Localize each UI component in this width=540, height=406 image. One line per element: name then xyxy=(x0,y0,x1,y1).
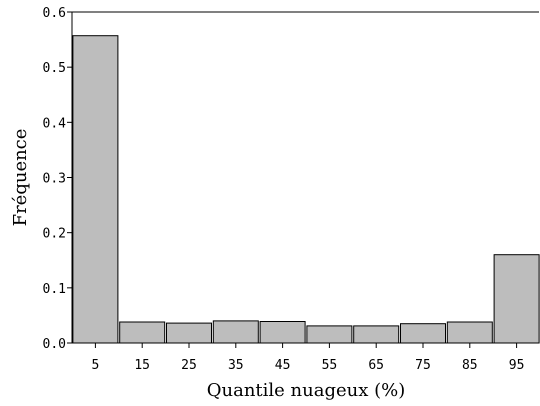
x-tick-label: 65 xyxy=(368,358,384,373)
bar-95 xyxy=(493,254,540,344)
y-tick-label: 0.0 xyxy=(43,337,66,352)
x-axis-label: Quantile nuageux (%) xyxy=(207,380,406,401)
bar-5 xyxy=(72,35,119,344)
x-tick-label: 35 xyxy=(228,358,244,373)
bar-45 xyxy=(259,321,306,344)
bar-25 xyxy=(166,322,212,344)
x-tick-label: 15 xyxy=(134,358,150,373)
y-axis-ticks: 0.0 0.1 0.2 0.3 0.4 0.5 0.6 xyxy=(43,6,72,352)
bars-group xyxy=(72,35,540,344)
x-tick-label: 85 xyxy=(462,358,478,373)
x-tick-label: 55 xyxy=(322,358,338,373)
y-axis-label: Fréquence xyxy=(10,129,31,227)
bar-55 xyxy=(306,325,353,344)
bar-75 xyxy=(400,323,446,344)
bar-15 xyxy=(119,321,166,344)
x-tick-label: 95 xyxy=(509,358,525,373)
x-tick-label: 75 xyxy=(415,358,431,373)
y-tick-label: 0.6 xyxy=(43,6,66,21)
bar-35 xyxy=(212,320,259,344)
y-tick-label: 0.2 xyxy=(43,227,66,242)
bar-65 xyxy=(353,325,400,344)
x-tick-label: 45 xyxy=(275,358,291,373)
y-tick-label: 0.4 xyxy=(43,116,67,131)
axes-frame xyxy=(71,11,539,344)
x-tick-label: 25 xyxy=(181,358,197,373)
x-tick-label: 5 xyxy=(91,358,99,373)
y-tick-label: 0.5 xyxy=(43,61,66,76)
x-axis-ticks: 5 15 25 35 45 55 65 75 85 95 xyxy=(91,343,524,373)
y-tick-label: 0.3 xyxy=(43,172,66,187)
y-tick-label: 0.1 xyxy=(43,282,66,297)
bar-85 xyxy=(446,321,493,344)
